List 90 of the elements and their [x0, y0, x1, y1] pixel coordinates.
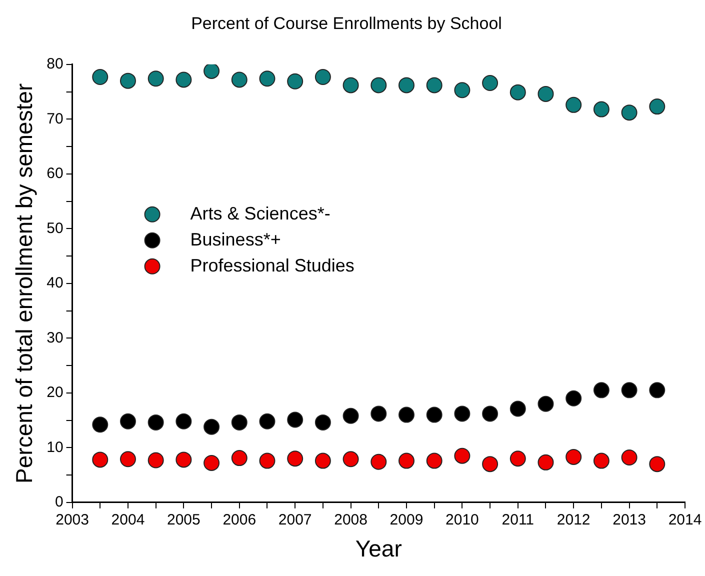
point: [92, 416, 108, 433]
point: [426, 406, 442, 423]
point: [231, 450, 248, 466]
point: [342, 77, 359, 94]
point: [649, 456, 666, 472]
point: [92, 452, 108, 468]
y-tick-label: 20: [46, 384, 64, 402]
point: [593, 382, 610, 398]
legend-label: Professional Studies: [190, 255, 354, 276]
point: [176, 452, 192, 468]
point: [120, 72, 136, 89]
point: [482, 406, 498, 422]
x-tick-label: 2011: [502, 512, 534, 529]
point: [314, 68, 331, 85]
point: [426, 77, 442, 94]
point: [287, 412, 304, 428]
x-tick-label: 2003: [56, 512, 89, 529]
point: [259, 70, 276, 87]
point: [342, 408, 359, 424]
point: [148, 70, 164, 87]
point: [538, 86, 554, 102]
chart-title: Percent of Course Enrollments by School: [191, 14, 502, 33]
point: [314, 452, 331, 469]
y-tick-label: 10: [46, 438, 64, 456]
y-tick-label: 60: [46, 165, 64, 182]
point: [510, 400, 526, 417]
point: [370, 77, 387, 94]
legend-label: Business*+: [190, 229, 281, 250]
y-axis-title: Percent of total enrollment by semester: [11, 83, 38, 484]
y-tick-label: 0: [54, 494, 64, 511]
point: [342, 451, 359, 468]
point: [398, 406, 414, 423]
point: [649, 382, 666, 398]
point: [231, 414, 248, 430]
x-tick-label: 2007: [278, 512, 312, 529]
point: [92, 68, 108, 85]
point: [259, 452, 276, 469]
x-tick-label: 2008: [334, 512, 368, 529]
point: [566, 390, 582, 406]
point: [482, 456, 498, 472]
x-tick-label: 2004: [111, 512, 145, 529]
point: [482, 75, 498, 92]
point: [649, 98, 666, 115]
point: [538, 396, 554, 412]
point: [204, 418, 220, 435]
legend-label: Arts & Sciences*-: [190, 203, 330, 224]
y-tick-label: 50: [46, 220, 64, 237]
point: [120, 413, 136, 430]
point: [204, 454, 220, 471]
point: [426, 452, 442, 469]
x-axis-title: Year: [355, 536, 402, 562]
point: [538, 454, 554, 470]
point: [231, 72, 248, 88]
x-tick-label: 2010: [446, 512, 479, 529]
point: [454, 406, 470, 422]
point: [176, 72, 192, 88]
point: [621, 450, 638, 466]
point: [370, 406, 387, 422]
point: [120, 451, 136, 468]
point: [510, 450, 526, 467]
point: [398, 77, 414, 94]
y-tick-label: 80: [46, 56, 64, 73]
point: [593, 452, 610, 469]
point: [287, 73, 304, 90]
point: [148, 414, 164, 430]
point: [398, 452, 414, 469]
y-tick-label: 30: [46, 329, 64, 346]
point: [593, 101, 610, 118]
point: [287, 450, 304, 467]
point: [176, 413, 192, 430]
point: [621, 104, 638, 121]
point: [259, 413, 276, 430]
point: [314, 414, 331, 430]
point: [148, 452, 164, 468]
point: [566, 96, 582, 113]
x-tick-label: 2005: [167, 512, 200, 529]
point: [454, 448, 470, 464]
x-tick-label: 2006: [222, 512, 256, 529]
x-tick-label: 2012: [556, 512, 590, 529]
point: [621, 382, 638, 398]
x-tick-label: 2013: [612, 512, 646, 529]
point: [454, 82, 470, 98]
point: [566, 448, 582, 465]
x-tick-label: 2009: [390, 512, 424, 529]
point: [204, 64, 220, 79]
point: [510, 84, 526, 100]
y-tick-label: 70: [46, 110, 64, 128]
y-tick-label: 40: [46, 274, 64, 292]
point: [370, 454, 387, 470]
x-tick-label: 2014: [668, 512, 702, 529]
